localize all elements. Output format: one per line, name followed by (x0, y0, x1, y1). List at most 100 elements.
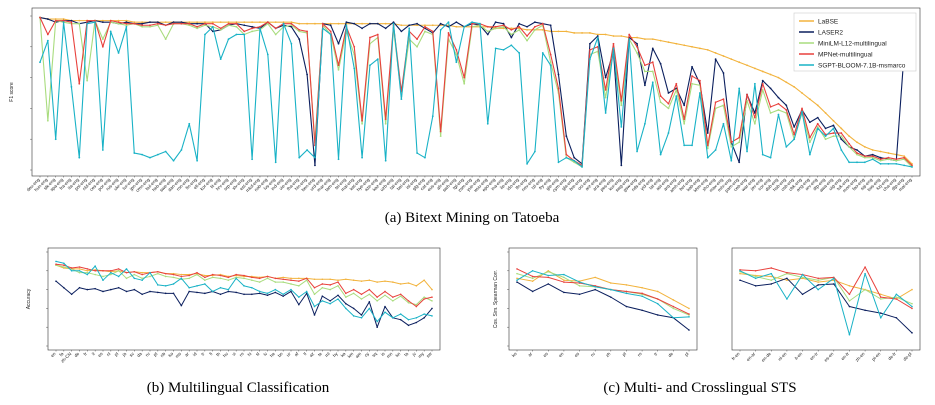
data-point-sgpt-bloom-7-1b-msmarco (415, 317, 418, 319)
data-point-laser2 (770, 283, 773, 285)
x-tick-label: da (136, 351, 143, 358)
data-point-minilm-l12-multilingual (204, 279, 206, 282)
x-tick-label: is (380, 351, 386, 357)
data-point-labse (641, 286, 643, 289)
data-point-minilm-l12-multilingual (392, 300, 394, 302)
data-point-mpnet-multilingual (620, 99, 623, 102)
data-point-sgpt-bloom-7-1b-msmarco (78, 270, 81, 272)
data-point-laser2 (86, 288, 89, 291)
data-point-minilm-l12-multilingual (94, 273, 96, 276)
data-point-sgpt-bloom-7-1b-msmarco (848, 161, 851, 164)
data-point-sgpt-bloom-7-1b-msmarco (447, 21, 450, 24)
data-point-laser2 (455, 21, 458, 24)
data-point-minilm-l12-multilingual (714, 107, 717, 110)
data-point-laser2 (761, 79, 764, 82)
data-point-sgpt-bloom-7-1b-msmarco (502, 48, 505, 51)
x-tick-label: es (542, 351, 549, 358)
data-point-mpnet-multilingual (384, 118, 387, 121)
data-point-minilm-l12-multilingual (578, 285, 581, 287)
data-point-minilm-l12-multilingual (777, 109, 780, 111)
data-point-sgpt-bloom-7-1b-msmarco (266, 53, 269, 56)
data-point-laser2 (313, 314, 316, 316)
data-point-mpnet-multilingual (251, 27, 254, 30)
x-tick-label: de-pl (902, 351, 913, 362)
data-point-sgpt-bloom-7-1b-msmarco (903, 164, 906, 167)
data-point-labse (235, 21, 238, 24)
plot-frame-multilingual (508, 247, 698, 351)
data-point-minilm-l12-multilingual (871, 156, 874, 159)
data-point-mpnet-multilingual (376, 296, 378, 298)
data-point-labse (625, 284, 628, 286)
data-point-minilm-l12-multilingual (911, 302, 913, 305)
data-point-laser2 (534, 21, 536, 24)
series-line-sgpt-bloom-7-1b-msmarco (516, 270, 690, 319)
data-point-labse (424, 24, 426, 27)
data-point-minilm-l12-multilingual (816, 125, 819, 128)
data-point-sgpt-bloom-7-1b-msmarco (361, 156, 363, 159)
data-point-labse (777, 76, 780, 79)
data-point-mpnet-multilingual (86, 268, 89, 270)
x-axis-tick-labels: deu-enghun-engslk-engspa-engfra-engita-e… (25, 176, 913, 193)
data-point-laser2 (589, 42, 591, 45)
data-point-sgpt-bloom-7-1b-msmarco (101, 149, 104, 151)
x-tick-label: pl (113, 351, 119, 357)
data-point-mpnet-multilingual (431, 30, 434, 33)
data-point-minilm-l12-multilingual (219, 28, 222, 31)
data-point-mpnet-multilingual (188, 22, 191, 25)
data-point-sgpt-bloom-7-1b-msmarco (46, 39, 49, 42)
data-point-minilm-l12-multilingual (769, 112, 772, 114)
x-tick-label: es-en (823, 351, 835, 363)
data-point-mpnet-multilingual (738, 136, 741, 139)
x-tick-label: en (558, 351, 565, 358)
data-point-labse (321, 278, 324, 281)
x-tick-label: ta (403, 351, 410, 358)
data-point-mpnet-multilingual (141, 24, 144, 27)
data-point-mpnet-multilingual (856, 152, 858, 154)
data-point-mpnet-multilingual (879, 158, 882, 161)
data-point-minilm-l12-multilingual (455, 53, 458, 56)
data-point-labse (416, 24, 418, 27)
data-point-minilm-l12-multilingual (298, 285, 300, 287)
data-point-minilm-l12-multilingual (117, 270, 120, 272)
data-point-mpnet-multilingual (219, 27, 222, 30)
data-point-labse (337, 279, 339, 282)
x-tick-label: km (347, 351, 355, 359)
data-point-labse (313, 278, 316, 281)
data-point-mpnet-multilingual (463, 76, 466, 79)
data-point-mpnet-multilingual (439, 130, 442, 133)
data-point-sgpt-bloom-7-1b-msmarco (848, 333, 851, 336)
data-point-laser2 (691, 65, 693, 68)
data-point-laser2 (817, 284, 819, 286)
data-point-labse (345, 278, 347, 281)
data-point-labse (636, 36, 638, 39)
data-point-sgpt-bloom-7-1b-msmarco (204, 283, 206, 285)
data-point-minilm-l12-multilingual (416, 45, 418, 48)
data-point-minilm-l12-multilingual (156, 24, 159, 27)
data-point-minilm-l12-multilingual (486, 30, 489, 33)
data-point-minilm-l12-multilingual (110, 273, 112, 276)
series-lines (739, 266, 913, 336)
data-point-sgpt-bloom-7-1b-msmarco (157, 284, 159, 286)
data-point-mpnet-multilingual (644, 64, 646, 67)
data-point-minilm-l12-multilingual (141, 25, 144, 28)
data-point-mpnet-multilingual (863, 155, 866, 158)
x-tick-label: fr-en (731, 351, 741, 361)
data-point-labse (306, 22, 308, 25)
data-point-minilm-l12-multilingual (691, 82, 693, 85)
data-point-sgpt-bloom-7-1b-msmarco (188, 122, 191, 125)
data-point-labse (368, 279, 371, 282)
data-point-mpnet-multilingual (274, 277, 277, 280)
data-point-sgpt-bloom-7-1b-msmarco (314, 156, 316, 159)
data-point-labse (384, 22, 387, 25)
data-point-minilm-l12-multilingual (337, 285, 339, 287)
data-point-laser2 (840, 138, 843, 141)
series-line-sgpt-bloom-7-1b-msmarco (39, 21, 913, 168)
data-point-laser2 (258, 292, 261, 295)
data-point-mpnet-multilingual (369, 36, 371, 39)
data-point-mpnet-multilingual (785, 109, 788, 111)
data-point-minilm-l12-multilingual (856, 153, 858, 156)
data-point-mpnet-multilingual (329, 284, 331, 286)
data-point-sgpt-bloom-7-1b-msmarco (86, 22, 89, 25)
x-tick-label: th (215, 351, 222, 358)
data-point-labse (290, 21, 293, 24)
